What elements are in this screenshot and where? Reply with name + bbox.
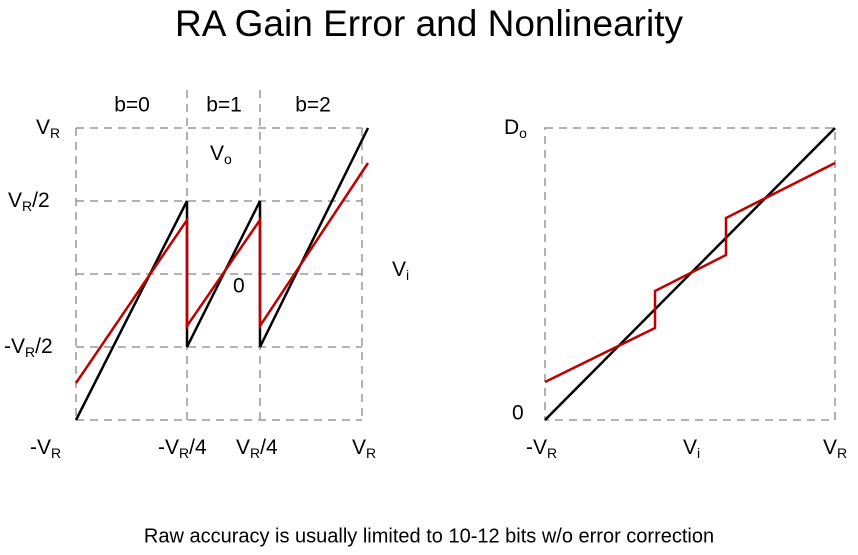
label-part: -V — [30, 436, 51, 459]
label-part: i — [406, 267, 409, 283]
label-part: -V — [526, 436, 547, 459]
label-part: R — [179, 445, 189, 461]
label-part: R — [837, 445, 847, 461]
label-part: V — [392, 258, 406, 281]
label-part: /4 — [260, 436, 278, 459]
label-part: V — [352, 436, 366, 459]
x-label: VR — [352, 436, 376, 461]
y-label: Do — [504, 116, 527, 141]
actual-transfer — [544, 161, 836, 384]
title: RA Gain Error and Nonlinearity — [175, 3, 683, 44]
label-part: R — [250, 445, 260, 461]
label-part: i — [697, 445, 700, 461]
grid-box — [544, 127, 836, 421]
label-part: -V — [158, 436, 179, 459]
label-part: R — [547, 445, 557, 461]
y-label: -VR/2 — [4, 335, 53, 360]
x-label: VR/4 — [236, 436, 278, 461]
label-part: R — [25, 344, 35, 360]
y-label: VR — [36, 116, 60, 141]
y-label: VR/2 — [8, 189, 50, 214]
label-part: V — [236, 436, 250, 459]
right-grid — [544, 127, 836, 421]
region-label: b=1 — [206, 94, 242, 117]
left-grid — [75, 90, 363, 421]
label-part: D — [504, 116, 519, 139]
label-part: V — [683, 436, 697, 459]
x-label: -VR — [526, 436, 557, 461]
label-part: /2 — [35, 335, 53, 358]
label-part: -V — [4, 335, 25, 358]
output-label: Vo — [210, 142, 232, 167]
x-label: VR — [823, 436, 847, 461]
label-part: R — [22, 198, 32, 214]
region-label: b=0 — [114, 94, 150, 117]
label-part: V — [8, 189, 22, 212]
x-label: -VR/4 — [158, 436, 207, 461]
zero-label: 0 — [512, 402, 524, 425]
label-part: R — [51, 445, 61, 461]
x-label: -VR — [30, 436, 61, 461]
label-part: R — [50, 125, 60, 141]
gain-error-residue — [74, 162, 370, 384]
zero-label: 0 — [233, 275, 245, 298]
label-part: V — [36, 116, 50, 139]
label-part: V — [210, 142, 224, 165]
input-label: Vi — [392, 258, 409, 283]
label-part: o — [519, 125, 527, 141]
footer: Raw accuracy is usually limited to 10-12… — [144, 525, 714, 547]
region-label: b=2 — [295, 94, 331, 117]
label-part: /2 — [32, 189, 50, 212]
x-label: Vi — [683, 436, 700, 461]
label-part: R — [366, 445, 376, 461]
label-part: /4 — [189, 436, 207, 459]
label-part: V — [823, 436, 837, 459]
label-part: o — [224, 151, 232, 167]
